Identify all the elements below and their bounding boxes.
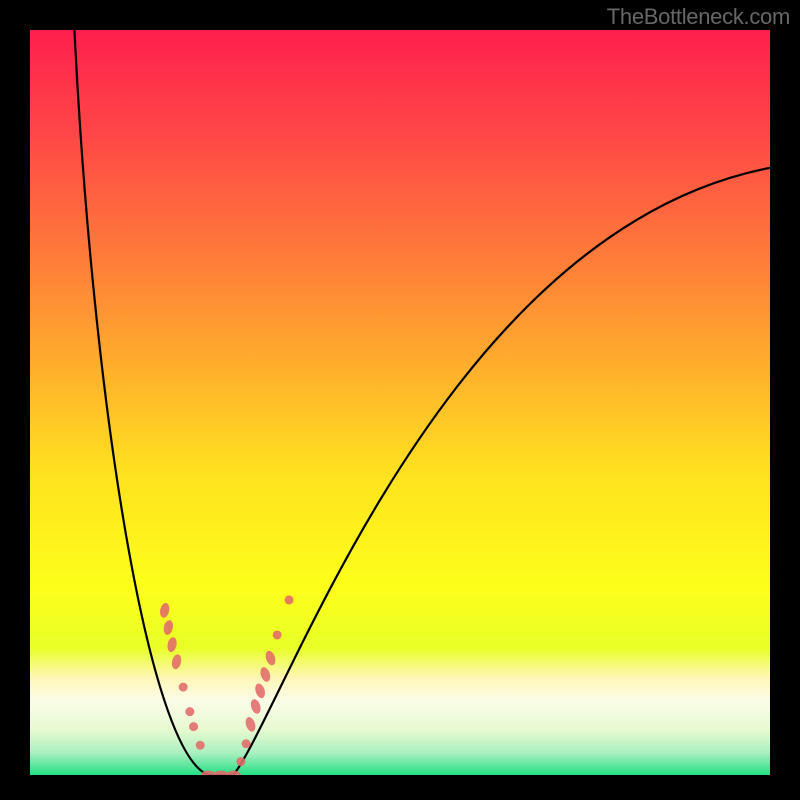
curve-marker <box>196 741 205 750</box>
curve-marker <box>179 683 188 692</box>
curve-marker <box>273 630 282 639</box>
gradient-background <box>30 30 770 775</box>
curve-marker <box>242 739 251 748</box>
watermark-text: TheBottleneck.com <box>607 4 790 30</box>
bottleneck-chart <box>30 30 770 775</box>
curve-marker <box>285 595 294 604</box>
chart-container: TheBottleneck.com <box>0 0 800 800</box>
curve-marker <box>185 707 194 716</box>
curve-marker <box>189 722 198 731</box>
curve-marker <box>236 757 245 766</box>
